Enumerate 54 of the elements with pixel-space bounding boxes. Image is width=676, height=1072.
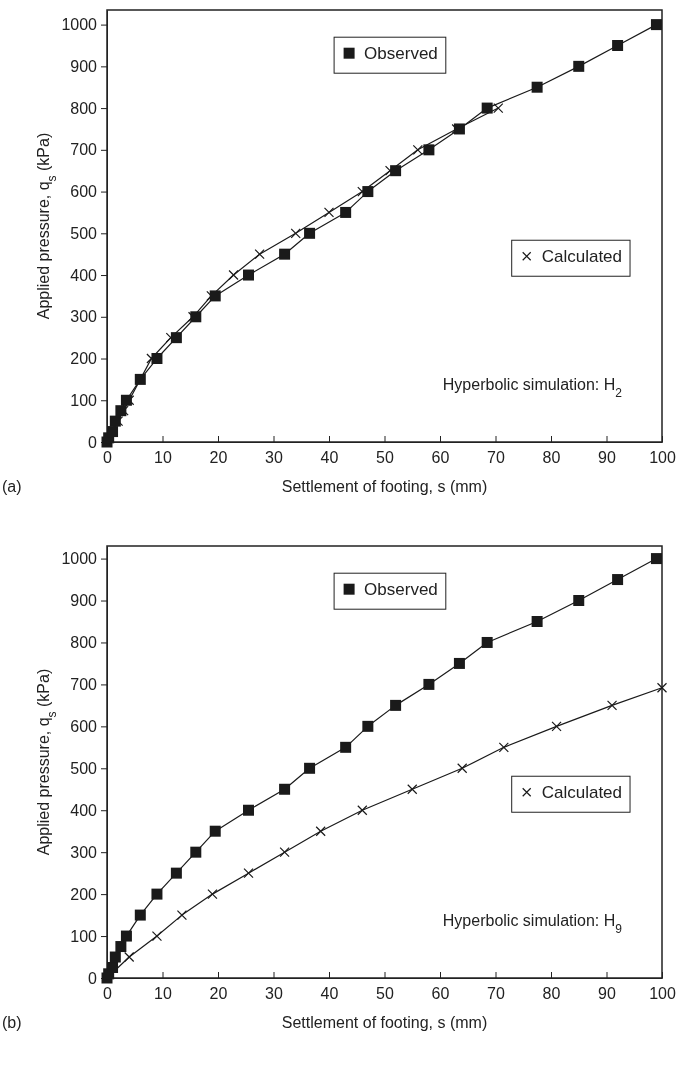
y-tick-label: 700 xyxy=(70,676,98,694)
y-tick-label: 300 xyxy=(70,843,98,861)
x-tick-label: 0 xyxy=(103,449,113,467)
y-tick-label: 100 xyxy=(70,391,98,409)
y-tick-label: 600 xyxy=(70,717,98,735)
x-tick-label: 100 xyxy=(649,985,676,1003)
x-tick-label: 60 xyxy=(431,985,450,1003)
x-tick-label: 20 xyxy=(209,985,228,1003)
y-tick-label: 400 xyxy=(70,266,98,284)
x-tick-label: 70 xyxy=(487,449,505,467)
y-tick-label: 0 xyxy=(88,433,98,451)
annotation: Hyperbolic simulation: H$_{2}$ xyxy=(442,376,623,400)
x-tick-label: 90 xyxy=(598,985,616,1003)
legend-label: Observed xyxy=(364,44,438,64)
text: (b) xyxy=(2,1014,22,1031)
y-tick-label: 1000 xyxy=(61,550,98,568)
y-tick-label: 500 xyxy=(70,759,98,777)
y-tick-label: 900 xyxy=(70,592,98,610)
x-tick-label: 70 xyxy=(487,985,505,1003)
y-tick-label: 200 xyxy=(70,885,98,903)
x-tick-label: 40 xyxy=(320,449,339,467)
legend-label: Observed xyxy=(364,580,438,600)
x-tick-label: 50 xyxy=(376,985,394,1003)
y-tick-label: 200 xyxy=(70,350,98,368)
x-tick-label: 100 xyxy=(649,449,676,467)
x-tick-label: 60 xyxy=(431,449,450,467)
y-tick-label: 800 xyxy=(70,634,98,652)
x-tick-label: 10 xyxy=(154,449,172,467)
x-tick-label: 10 xyxy=(154,985,172,1003)
annotation: Hyperbolic simulation: H$_{9}$ xyxy=(442,912,623,936)
y-tick-label: 900 xyxy=(70,57,98,75)
y-tick-label: 1000 xyxy=(61,16,98,34)
x-tick-label: 80 xyxy=(542,449,561,467)
x-tick-label: 80 xyxy=(542,985,561,1003)
x-axis-title: Settlement of footing, s (mm) xyxy=(281,1014,488,1031)
y-tick-label: 300 xyxy=(70,308,98,326)
y-tick-label: 500 xyxy=(70,224,98,242)
y-tick-label: 800 xyxy=(70,99,98,117)
y-tick-label: 700 xyxy=(70,141,98,159)
x-tick-label: 0 xyxy=(103,985,113,1003)
y-tick-label: 0 xyxy=(88,969,98,987)
y-tick-label: 400 xyxy=(70,801,98,819)
y-tick-label: 600 xyxy=(70,183,98,201)
x-tick-label: 20 xyxy=(209,449,228,467)
x-axis-title: Settlement of footing, s (mm) xyxy=(281,478,488,495)
x-tick-label: 50 xyxy=(376,449,394,467)
legend-label: Calculated xyxy=(541,247,623,267)
y-tick-label: 100 xyxy=(70,927,98,945)
x-tick-label: 40 xyxy=(320,985,339,1003)
x-tick-label: 30 xyxy=(265,449,283,467)
x-tick-label: 90 xyxy=(598,449,616,467)
text: (a) xyxy=(2,478,22,495)
legend-label: Calculated xyxy=(541,783,623,803)
x-tick-label: 30 xyxy=(265,985,283,1003)
